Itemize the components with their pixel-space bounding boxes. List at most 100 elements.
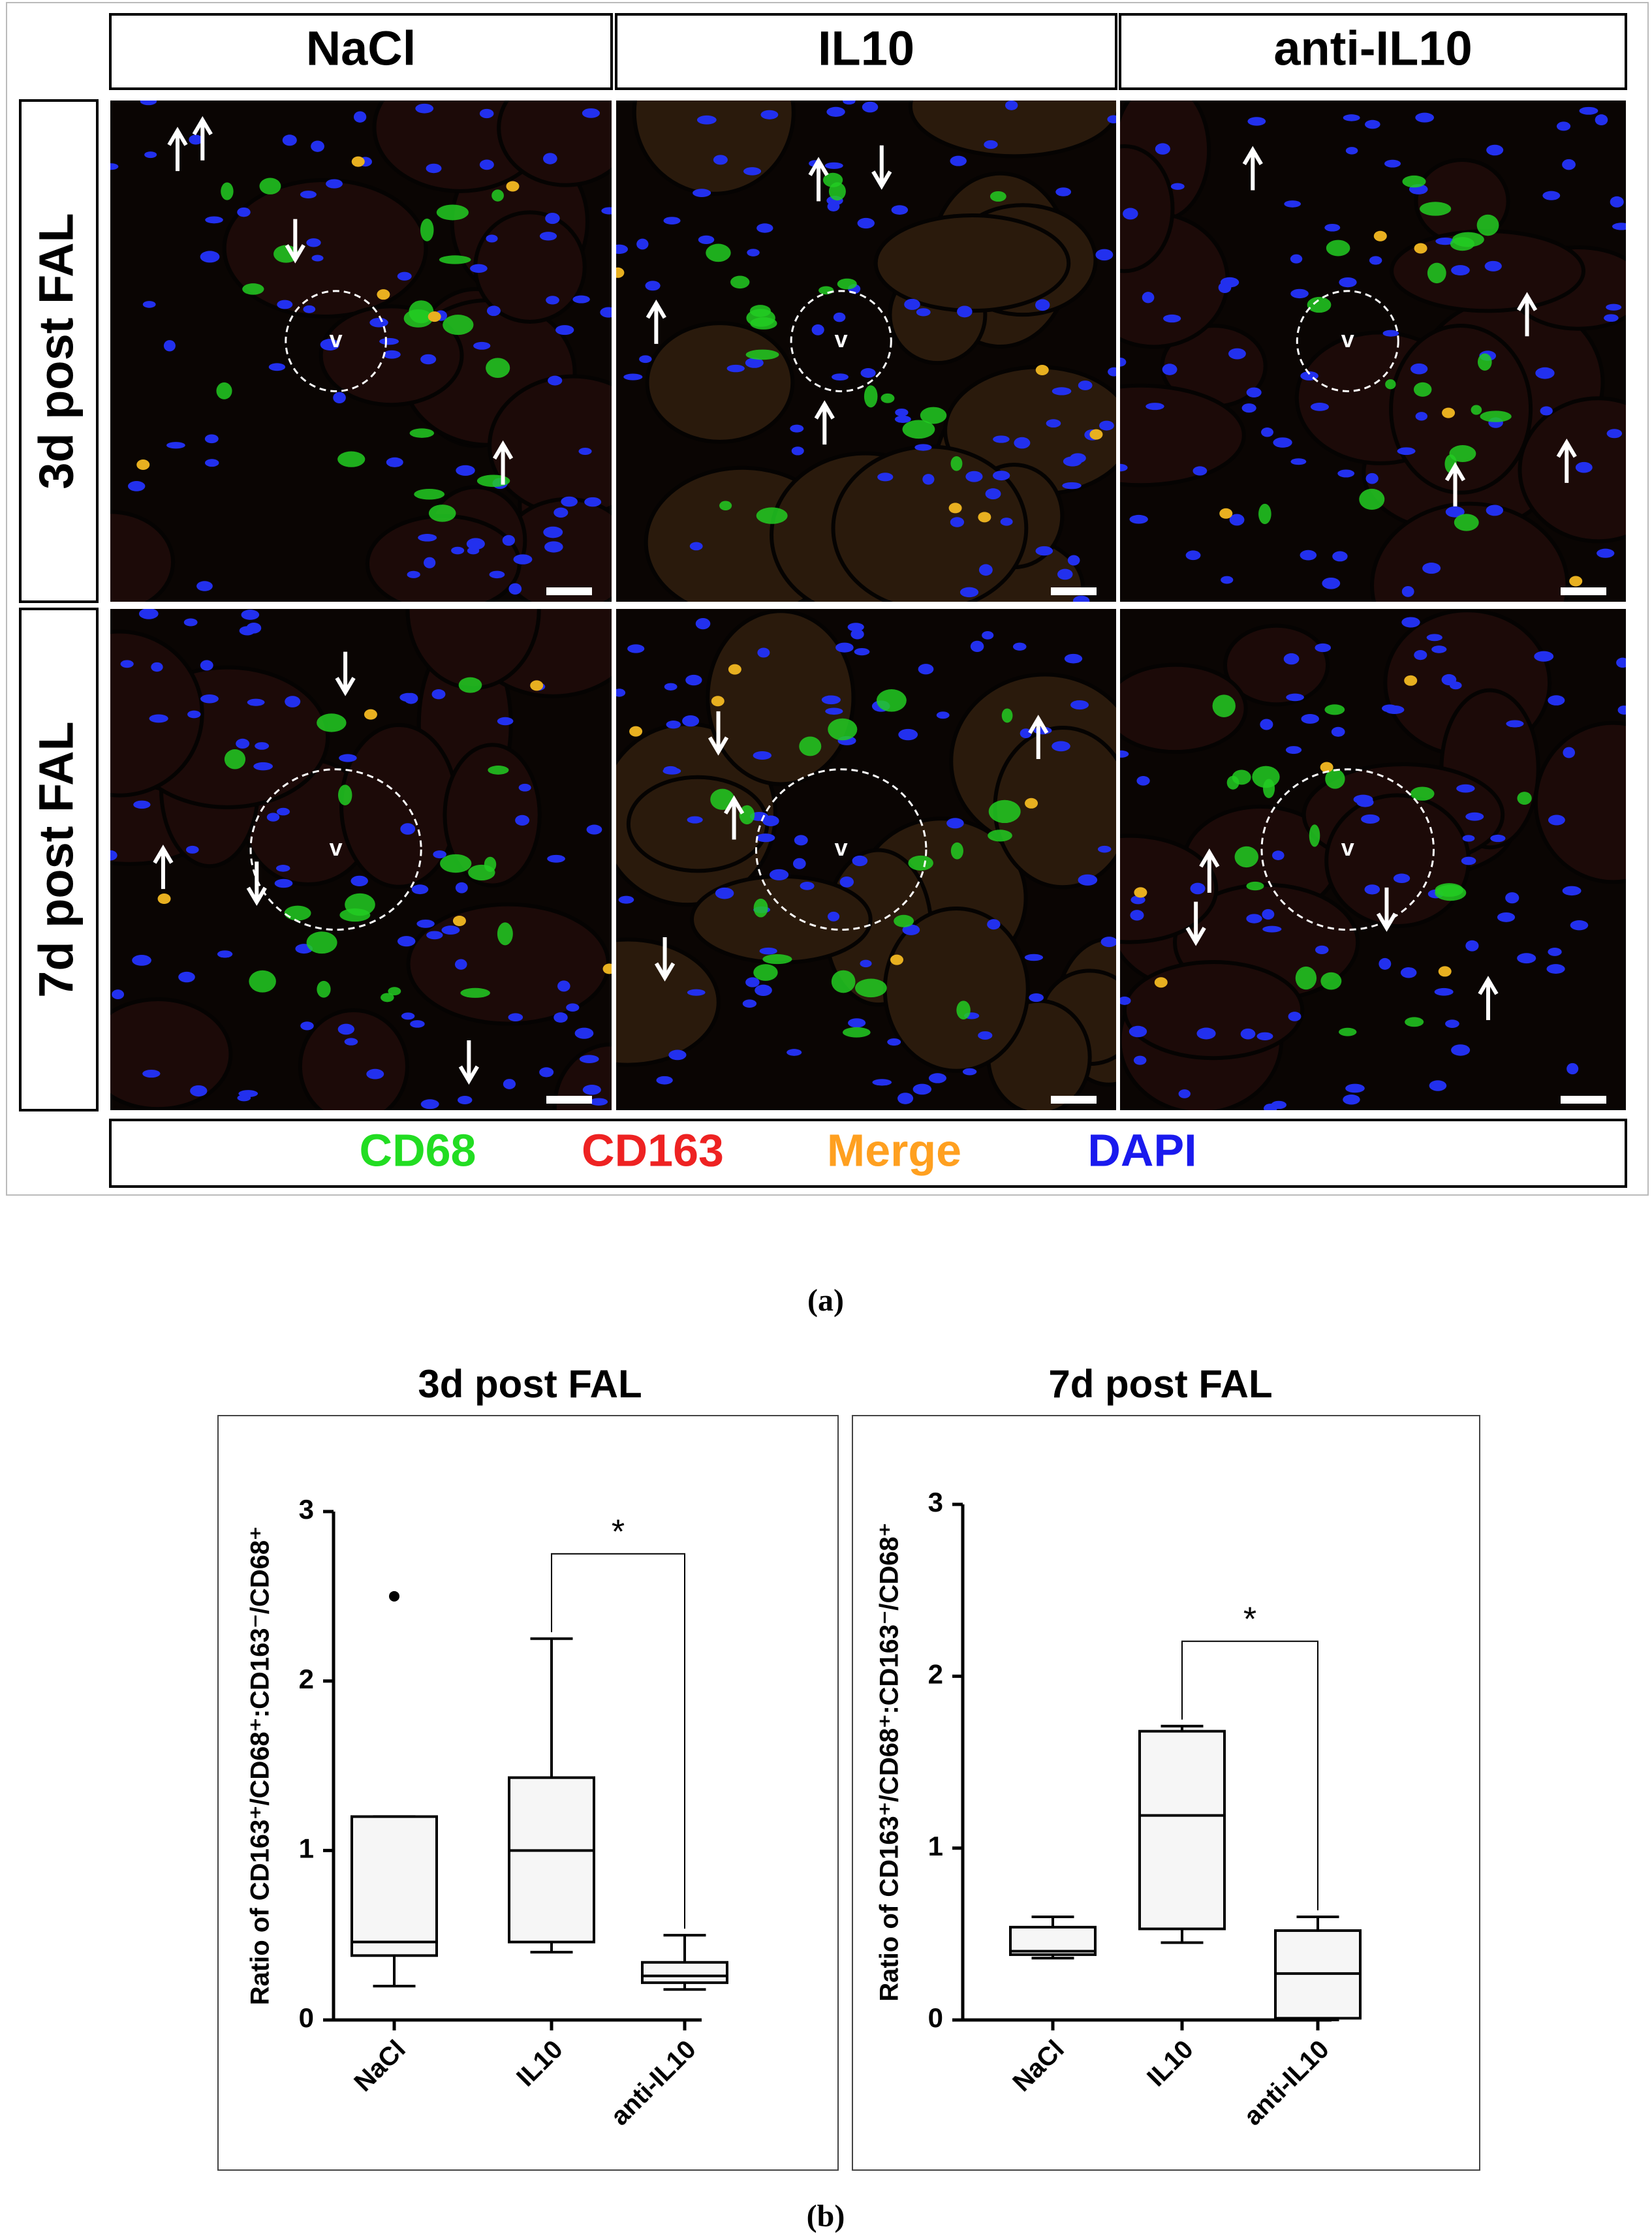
nucleus (1364, 884, 1380, 895)
nucleus (1162, 364, 1177, 375)
merge-cell (1089, 429, 1103, 440)
nucleus (578, 448, 592, 455)
nucleus (693, 189, 711, 197)
arrow (335, 651, 356, 696)
nucleus (1332, 551, 1348, 562)
nucleus (454, 959, 467, 970)
vessel-outline (1260, 768, 1435, 931)
arrow (1028, 715, 1049, 759)
merge-cell (506, 181, 520, 192)
scale-bar (546, 1096, 592, 1104)
nucleus (426, 931, 443, 940)
cd68-cell (950, 456, 963, 471)
nucleus (918, 664, 934, 675)
arrow (808, 157, 829, 202)
nucleus (1616, 657, 1626, 668)
muscle-fiber (645, 321, 795, 444)
nucleus (854, 647, 870, 656)
nucleus (1441, 674, 1457, 686)
muscle-fiber (110, 997, 233, 1110)
plot-frame (852, 1415, 1480, 2171)
nucleus (470, 264, 488, 273)
nucleus (1246, 387, 1262, 397)
muscle-fiber (908, 101, 1116, 159)
nucleus (397, 272, 412, 281)
nucleus (300, 191, 317, 198)
nucleus (1422, 563, 1441, 574)
nucleus (404, 692, 418, 704)
nucleus (1415, 112, 1435, 123)
merge-cell (1154, 977, 1168, 988)
merge-cell (1035, 364, 1049, 375)
nucleus (1120, 463, 1128, 472)
nucleus (1534, 651, 1554, 662)
nucleus (110, 850, 117, 861)
micrograph-content: v (1120, 609, 1626, 1110)
nucleus (1456, 784, 1475, 793)
nucleus (1062, 482, 1082, 489)
nucleus (1337, 469, 1355, 478)
merge-cell (948, 503, 962, 514)
nucleus (862, 101, 879, 113)
vessel-outline (790, 290, 892, 392)
nucleus (127, 481, 146, 491)
nucleus (539, 1067, 554, 1078)
cd68-cell (706, 243, 731, 262)
nucleus (1579, 106, 1598, 115)
nucleus (1155, 143, 1170, 155)
row-header: 7d post FAL (29, 721, 84, 997)
muscle-fiber (473, 210, 587, 324)
cd68-cell (902, 420, 935, 439)
cd68-cell (1212, 694, 1236, 717)
cd68-cell (409, 300, 434, 324)
cd68-cell (1477, 353, 1492, 371)
nucleus (275, 865, 290, 872)
nucleus (584, 497, 602, 507)
column-header-box (615, 13, 1117, 90)
nucleus (742, 999, 757, 1008)
nucleus (420, 1099, 439, 1110)
nucleus (1240, 1028, 1256, 1040)
nucleus (695, 617, 711, 630)
nucleus (518, 783, 531, 792)
nucleus (1505, 892, 1520, 904)
nucleus (682, 715, 700, 727)
muscle-fiber (222, 178, 428, 319)
nucleus (1192, 466, 1208, 476)
nucleus (1445, 1019, 1459, 1028)
nucleus (426, 163, 442, 174)
cd68-cell (842, 1027, 871, 1038)
micrograph-content: v (1120, 101, 1626, 602)
legend-item: DAPI (1087, 1125, 1196, 1175)
nucleus (200, 251, 220, 263)
nucleus (285, 696, 301, 707)
nucleus (200, 694, 219, 704)
nucleus (473, 341, 491, 350)
nucleus (821, 695, 841, 705)
nucleus (166, 442, 185, 449)
nucleus (1196, 1027, 1216, 1040)
nucleus (311, 140, 324, 152)
nucleus (912, 1083, 932, 1095)
merge-cell (728, 664, 741, 675)
nucleus (666, 720, 681, 729)
nucleus (1129, 1025, 1147, 1038)
column-header: NaCl (306, 22, 416, 76)
nucleus (1288, 1012, 1301, 1021)
nucleus (984, 140, 998, 149)
muscle-fiber (298, 1008, 409, 1110)
merge-cell (616, 267, 625, 278)
nucleus (1548, 815, 1565, 826)
merge-cell (377, 289, 390, 300)
nucleus (1012, 642, 1027, 651)
nucleus (1566, 1063, 1579, 1075)
nucleus (268, 363, 286, 371)
cd68-cell (317, 980, 331, 998)
nucleus (555, 325, 574, 335)
nucleus (1542, 191, 1561, 200)
nucleus (144, 151, 157, 159)
nucleus (539, 232, 557, 241)
nucleus (835, 642, 854, 653)
cd68-cell (920, 407, 947, 424)
arrow (814, 400, 835, 445)
